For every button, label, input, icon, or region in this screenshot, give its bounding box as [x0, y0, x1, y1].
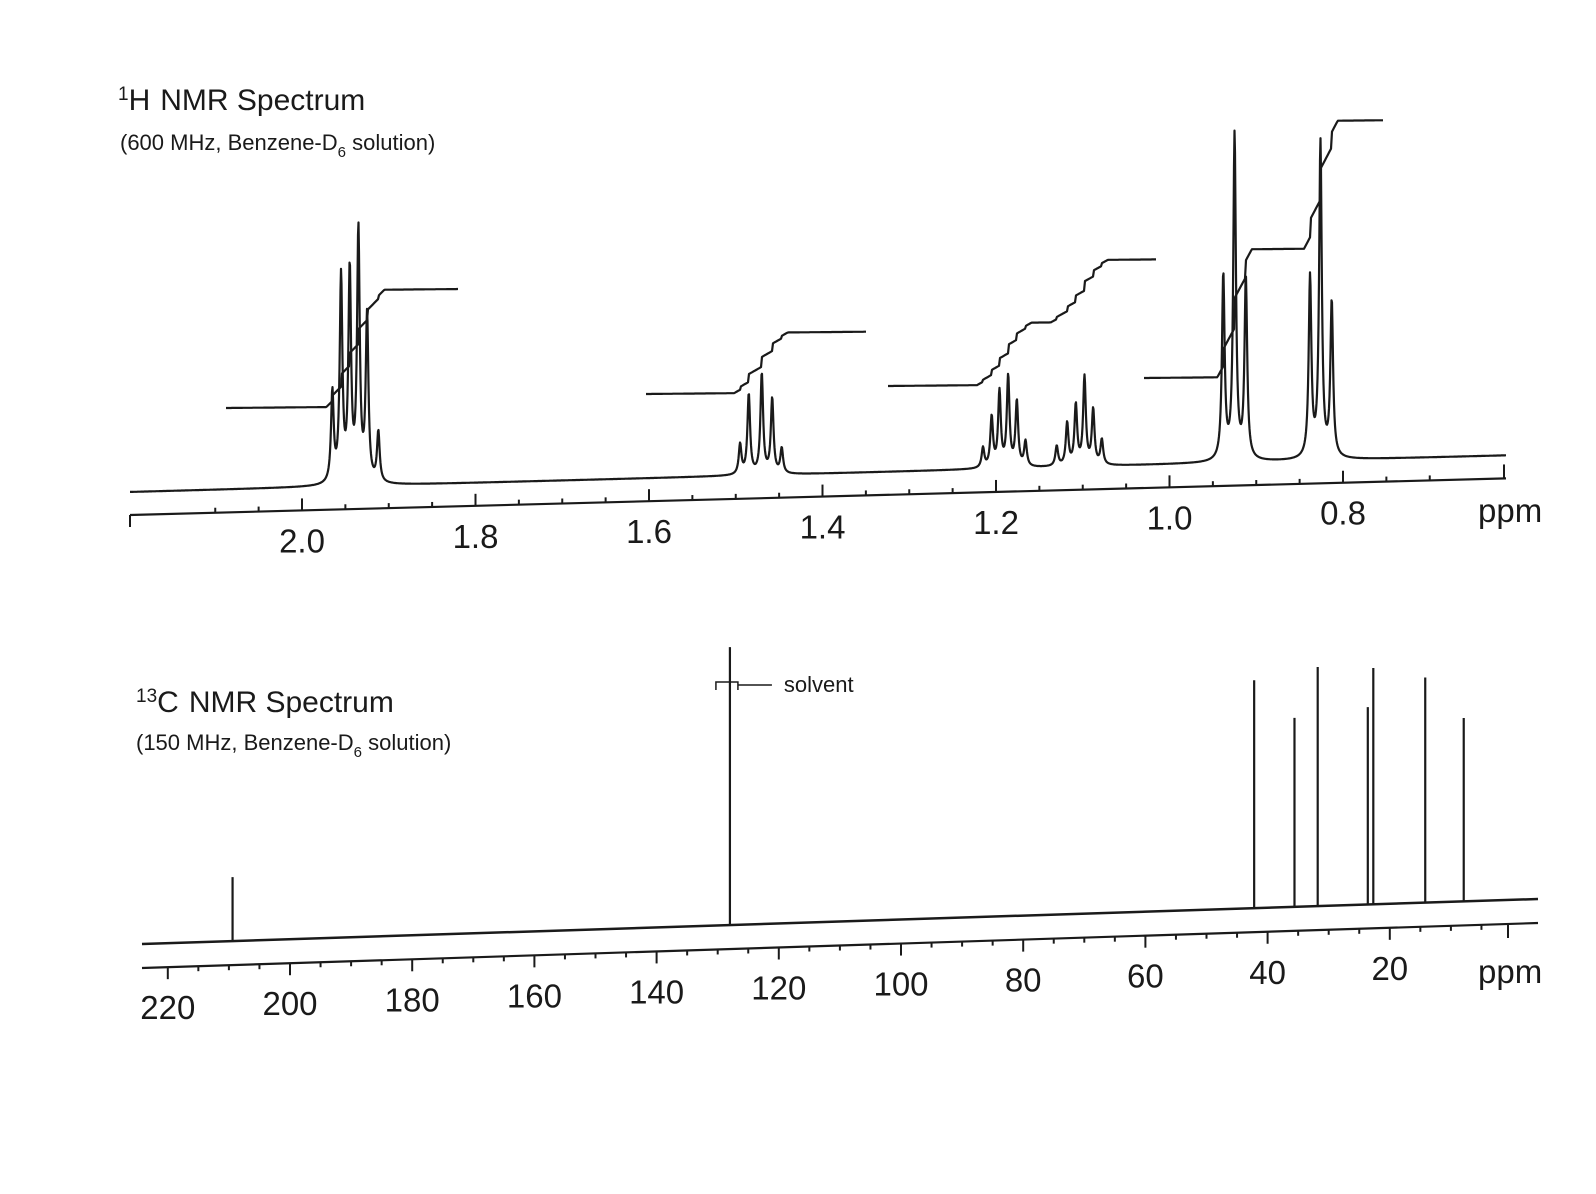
c-tick-label: 140 — [629, 973, 684, 1010]
h-nmr-title: 1H NMR Spectrum — [118, 84, 365, 117]
c-peak-lines — [231, 647, 1465, 942]
h-spectrum-trace — [129, 129, 1507, 493]
h-integral-curve — [887, 258, 1157, 388]
h-nmr-plot: 2.0 1.8 1.6 1.4 1.2 1.0 0.8 ppm — [129, 119, 1542, 559]
h-title-text: NMR Spectrum — [160, 84, 365, 117]
c-subtitle-suffix: solution) — [362, 730, 451, 755]
c-tick-label: 60 — [1127, 958, 1164, 995]
c-nmr-subtitle: (150 MHz, Benzene-D6 solution) — [136, 730, 451, 761]
solvent-bracket — [715, 681, 772, 690]
c-x-ticks: 220 200 180 160 140 120 100 80 60 40 20 — [140, 924, 1509, 1026]
c-tick-label: 200 — [262, 985, 317, 1022]
c-tick-label: 180 — [385, 981, 440, 1018]
c-title-text: NMR Spectrum — [189, 686, 394, 719]
h-subtitle-prefix: (600 MHz, Benzene-D — [120, 130, 338, 155]
h-title-nucleus: H — [129, 84, 151, 117]
h-nmr-subtitle: (600 MHz, Benzene-D6 solution) — [120, 130, 435, 161]
c-title-superscript: 13 — [136, 686, 157, 707]
svg-text:(150 MHz, Benzene-D6 solution): (150 MHz, Benzene-D6 solution) — [136, 730, 451, 761]
c-tick-label: 220 — [140, 989, 195, 1026]
c-tick-label: 40 — [1249, 954, 1286, 991]
c-tick-label: 20 — [1371, 950, 1408, 987]
c-nmr-plot: 220 200 180 160 140 120 100 80 60 40 20 solvent pp… — [140, 647, 1542, 1026]
h-tick-label: 1.2 — [973, 504, 1019, 541]
h-tick-label: 1.4 — [800, 509, 846, 546]
h-subtitle-subscript: 6 — [338, 144, 346, 161]
h-tick-label: 1.0 — [1147, 499, 1193, 536]
solvent-annotation: solvent — [715, 672, 854, 697]
c-tick-label: 80 — [1005, 962, 1042, 999]
h-tick-label: 1.6 — [626, 513, 672, 550]
svg-text:(600 MHz, Benzene-D6 solution): (600 MHz, Benzene-D6 solution) — [120, 130, 435, 161]
c-subtitle-subscript: 6 — [354, 744, 362, 761]
h-x-ticks: 2.0 1.8 1.6 1.4 1.2 1.0 0.8 — [129, 464, 1505, 559]
h-tick-label: 2.0 — [279, 522, 325, 559]
h-integral-curve — [645, 330, 867, 396]
c-tick-label: 160 — [507, 977, 562, 1014]
c-nmr-title: 13C NMR Spectrum — [136, 686, 394, 719]
c-axis-unit-label: ppm — [1478, 953, 1542, 990]
c-spectrum-baseline — [141, 897, 1539, 946]
h-integral-curve — [1143, 119, 1384, 380]
c-tick-label: 100 — [873, 966, 928, 1003]
c-x-axis — [141, 921, 1539, 970]
h-tick-label: 1.8 — [453, 518, 499, 555]
h-title-superscript: 1 — [118, 84, 129, 105]
c-tick-label: 120 — [751, 969, 806, 1006]
h-tick-label: 0.8 — [1320, 495, 1366, 532]
solvent-label: solvent — [784, 672, 854, 697]
c-title-nucleus: C — [157, 686, 179, 719]
h-x-axis — [129, 477, 1507, 517]
c-subtitle-prefix: (150 MHz, Benzene-D — [136, 730, 354, 755]
h-integral-curves — [225, 119, 1384, 410]
h-axis-unit-label: ppm — [1478, 492, 1542, 529]
h-subtitle-suffix: solution) — [346, 130, 435, 155]
